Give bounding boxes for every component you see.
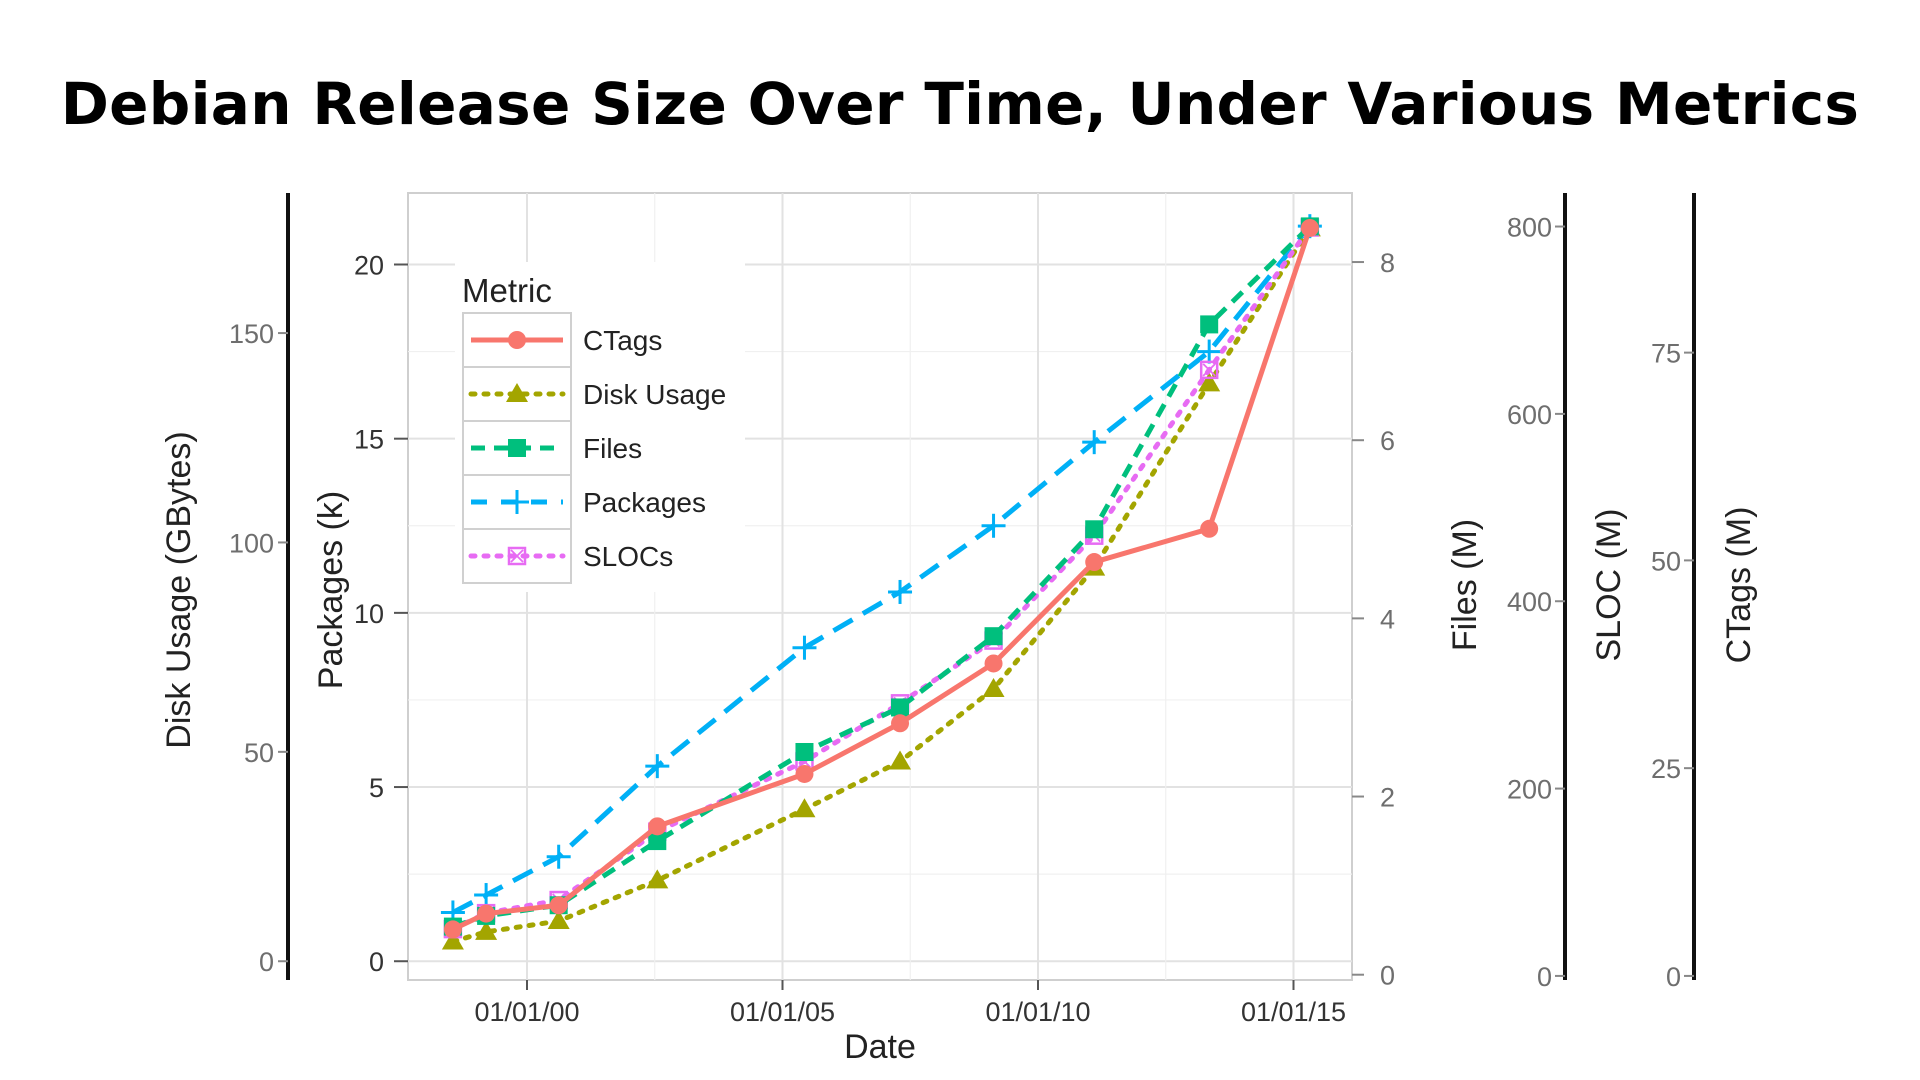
y-tick-label: 0	[259, 947, 274, 977]
y-tick-label: 200	[1507, 775, 1552, 805]
marker-triangle	[889, 750, 912, 770]
marker-triangle	[982, 678, 1005, 698]
x-tick-label: 01/01/10	[985, 997, 1090, 1027]
x-axis: 01/01/00 01/01/05 01/01/10 01/01/15 Date	[474, 980, 1346, 1066]
series-line	[450, 225, 1313, 945]
legend-item-label: Files	[583, 433, 642, 464]
marker-circle	[477, 904, 496, 923]
marker-square	[795, 742, 814, 761]
marker-boxed-x	[510, 549, 524, 563]
ctags-axis-label: CTags (M)	[1720, 507, 1758, 664]
files-axis: 0 2 4 6 8 Files (M)	[1352, 248, 1484, 991]
sloc-axis-label: SLOC (M)	[1590, 509, 1628, 662]
y-tick-label: 0	[369, 947, 384, 977]
packages-axis: 0 5 10 15 20 Packages (k)	[312, 250, 408, 977]
y-tick-label: 100	[229, 528, 274, 558]
legend-item-label: Disk Usage	[583, 379, 726, 410]
y-tick-label: 0	[1380, 961, 1395, 991]
y-tick-label: 50	[1651, 546, 1681, 576]
marker-triangle	[475, 920, 498, 940]
y-tick-label: 20	[354, 250, 384, 280]
y-tick-label: 2	[1380, 783, 1395, 813]
ctags-axis: 0 25 50 75 CTags (M)	[1651, 193, 1758, 992]
marker-boxed-x	[507, 546, 527, 566]
y-tick-label: 25	[1651, 754, 1681, 784]
y-tick-label: 6	[1380, 426, 1395, 456]
marker-circle	[1085, 553, 1104, 572]
y-tick-label: 8	[1380, 248, 1395, 278]
marker-square	[508, 439, 526, 457]
y-tick-label: 10	[354, 599, 384, 629]
x-axis-label: Date	[844, 1028, 916, 1066]
y-tick-label: 5	[369, 773, 384, 803]
marker-square	[1085, 520, 1104, 539]
packages-axis-label: Packages (k)	[312, 491, 350, 689]
marker-circle	[891, 714, 910, 733]
marker-triangle	[646, 869, 669, 889]
x-tick-label: 01/01/15	[1241, 997, 1346, 1027]
y-tick-label: 50	[244, 738, 274, 768]
marker-boxed-x	[1202, 363, 1216, 377]
legend-item-label: SLOCs	[583, 541, 673, 572]
marker-circle	[984, 654, 1003, 673]
y-tick-label: 4	[1380, 604, 1395, 634]
marker-circle	[795, 764, 814, 783]
marker-square	[891, 698, 910, 717]
legend-item-label: Packages	[583, 487, 706, 518]
marker-triangle	[1198, 372, 1221, 392]
marker-triangle	[547, 910, 570, 930]
marker-triangle	[506, 383, 528, 402]
y-tick-label: 75	[1651, 339, 1681, 369]
sloc-axis: 0 200 400 600 800 SLOC (M)	[1507, 193, 1628, 992]
marker-triangle	[793, 798, 816, 818]
legend: Metric CTags Disk Usage Files Packages SLOCs	[455, 262, 745, 592]
chart-title: Debian Release Size Over Time, Under Var…	[60, 70, 1860, 138]
y-tick-label: 0	[1666, 962, 1681, 992]
series-line	[451, 224, 1312, 915]
x-tick-label: 01/01/05	[730, 997, 835, 1027]
marker-circle	[1300, 218, 1319, 237]
legend-title: Metric	[462, 272, 552, 309]
y-tick-label: 600	[1507, 400, 1552, 430]
x-tick-label: 01/01/00	[474, 997, 579, 1027]
disk-axis-label: Disk Usage (GBytes)	[160, 431, 198, 748]
marker-circle	[443, 920, 462, 939]
files-axis-label: Files (M)	[1446, 519, 1484, 651]
series-ctags	[443, 218, 1319, 939]
marker-boxed-x	[1199, 360, 1219, 380]
series-line	[451, 227, 1313, 932]
legend-item-label: CTags	[583, 325, 662, 356]
y-tick-label: 800	[1507, 213, 1552, 243]
marker-circle	[549, 896, 568, 915]
marker-circle	[1200, 519, 1219, 538]
marker-square	[984, 627, 1003, 646]
marker-triangle	[441, 930, 464, 950]
marker-circle	[508, 331, 526, 349]
marker-square	[1200, 315, 1219, 334]
y-tick-label: 0	[1537, 962, 1552, 992]
marker-square	[648, 832, 667, 851]
disk-axis: 0 50 100 150 Disk Usage (GBytes)	[160, 193, 290, 980]
y-tick-label: 15	[354, 425, 384, 455]
y-tick-label: 150	[229, 319, 274, 349]
series-disk-usage	[441, 217, 1321, 950]
marker-circle	[648, 817, 667, 836]
y-tick-label: 400	[1507, 587, 1552, 617]
series-line	[450, 224, 1313, 932]
